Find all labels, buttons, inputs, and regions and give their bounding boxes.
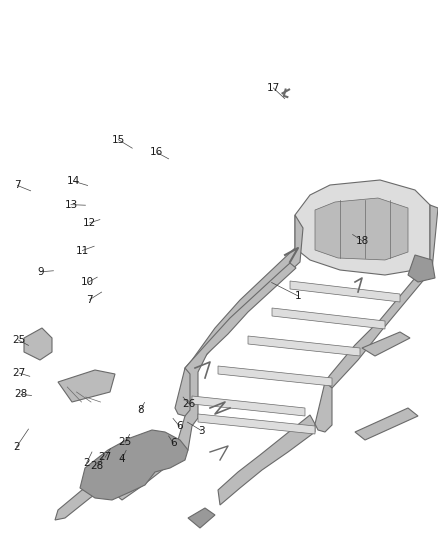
- Text: 25: 25: [12, 335, 25, 345]
- Text: 9: 9: [37, 267, 44, 277]
- Text: 16: 16: [150, 148, 163, 157]
- Text: 15: 15: [112, 135, 125, 144]
- Text: 27: 27: [99, 453, 112, 462]
- Polygon shape: [218, 415, 315, 505]
- Text: 7: 7: [14, 181, 21, 190]
- Polygon shape: [55, 468, 130, 520]
- Text: 6: 6: [176, 422, 183, 431]
- Text: 3: 3: [198, 426, 205, 435]
- Polygon shape: [198, 414, 315, 434]
- Polygon shape: [110, 263, 296, 500]
- Text: 18: 18: [356, 236, 369, 246]
- Polygon shape: [272, 308, 385, 329]
- Text: 1: 1: [294, 291, 301, 301]
- Polygon shape: [315, 198, 408, 260]
- Polygon shape: [325, 205, 438, 388]
- Text: 14: 14: [67, 176, 80, 186]
- Text: 10: 10: [81, 278, 94, 287]
- Text: 11: 11: [76, 246, 89, 255]
- Polygon shape: [80, 430, 188, 500]
- Text: 6: 6: [170, 439, 177, 448]
- Text: 4: 4: [118, 455, 125, 464]
- Text: 12: 12: [83, 218, 96, 228]
- Polygon shape: [188, 508, 215, 528]
- Polygon shape: [24, 328, 52, 360]
- Text: 13: 13: [64, 200, 78, 209]
- Polygon shape: [408, 255, 435, 282]
- Text: 26: 26: [183, 399, 196, 409]
- Polygon shape: [218, 366, 332, 386]
- Text: 2: 2: [83, 458, 90, 467]
- Polygon shape: [192, 396, 305, 416]
- Text: 28: 28: [91, 461, 104, 471]
- Text: 27: 27: [13, 368, 26, 378]
- Text: 17: 17: [267, 83, 280, 93]
- Text: 25: 25: [119, 438, 132, 447]
- Polygon shape: [315, 382, 332, 432]
- Polygon shape: [362, 332, 410, 356]
- Text: 2: 2: [13, 442, 20, 451]
- Polygon shape: [355, 408, 418, 440]
- Polygon shape: [290, 281, 400, 302]
- Polygon shape: [58, 370, 115, 402]
- Polygon shape: [175, 368, 190, 416]
- Polygon shape: [295, 180, 430, 275]
- Text: 8: 8: [137, 406, 144, 415]
- Polygon shape: [248, 336, 360, 356]
- Text: 28: 28: [14, 390, 28, 399]
- Polygon shape: [185, 215, 303, 374]
- Text: 7: 7: [86, 295, 93, 304]
